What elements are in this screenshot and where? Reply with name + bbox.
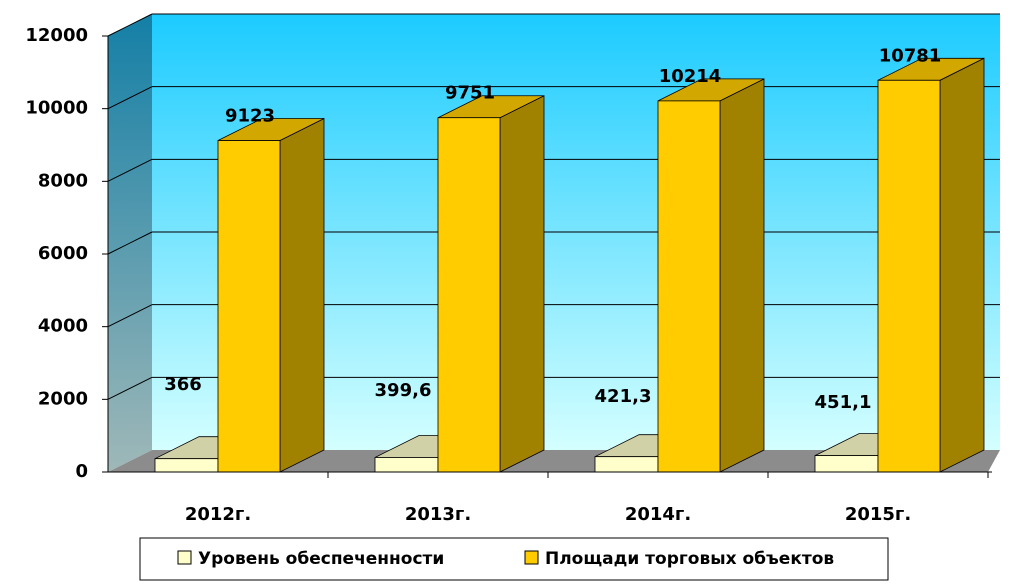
- legend: [139, 537, 889, 581]
- y-tick-label: 0: [75, 461, 88, 482]
- grid-line: [107, 304, 153, 328]
- grid-line: [107, 86, 153, 110]
- bar: [217, 140, 281, 473]
- bar: [154, 458, 219, 473]
- grid-line: [107, 13, 153, 37]
- legend-swatch: [524, 550, 539, 565]
- bar: [814, 455, 879, 473]
- x-tick-label: 2014г.: [625, 504, 691, 525]
- bar-side: [499, 95, 545, 473]
- y-tick-label: 12000: [25, 25, 88, 46]
- data-label: 9751: [445, 83, 495, 104]
- data-label: 10214: [659, 66, 722, 87]
- x-tick-label: 2015г.: [845, 504, 911, 525]
- legend-label: Уровень обеспеченности: [198, 549, 444, 569]
- x-tick-label: 2013г.: [405, 504, 471, 525]
- y-tick-label: 4000: [38, 316, 88, 337]
- floor: [108, 450, 1000, 472]
- y-tick-label: 8000: [38, 170, 88, 191]
- data-label: 366: [164, 374, 202, 395]
- y-tick-label: 10000: [25, 98, 88, 119]
- data-label: 9123: [225, 106, 275, 127]
- bar-side: [719, 78, 765, 473]
- data-label: 451,1: [815, 392, 872, 413]
- legend-label: Площади торговых объектов: [545, 549, 834, 569]
- bar-side: [279, 117, 325, 473]
- x-tick-label: 2012г.: [185, 504, 251, 525]
- legend-swatch: [177, 550, 192, 565]
- bar-side: [939, 57, 985, 473]
- y-tick-label: 6000: [38, 243, 88, 264]
- bar: [594, 456, 659, 473]
- bar: [437, 117, 501, 473]
- grid-line: [107, 376, 153, 400]
- bar: [877, 79, 941, 473]
- data-label: 399,6: [375, 380, 432, 401]
- y-tick-label: 2000: [38, 388, 88, 409]
- data-label: 421,3: [595, 386, 652, 407]
- bar: [374, 457, 439, 473]
- data-label: 10781: [879, 45, 942, 66]
- bar: [657, 100, 721, 473]
- grid-line: [107, 158, 153, 182]
- grid-line: [107, 231, 153, 255]
